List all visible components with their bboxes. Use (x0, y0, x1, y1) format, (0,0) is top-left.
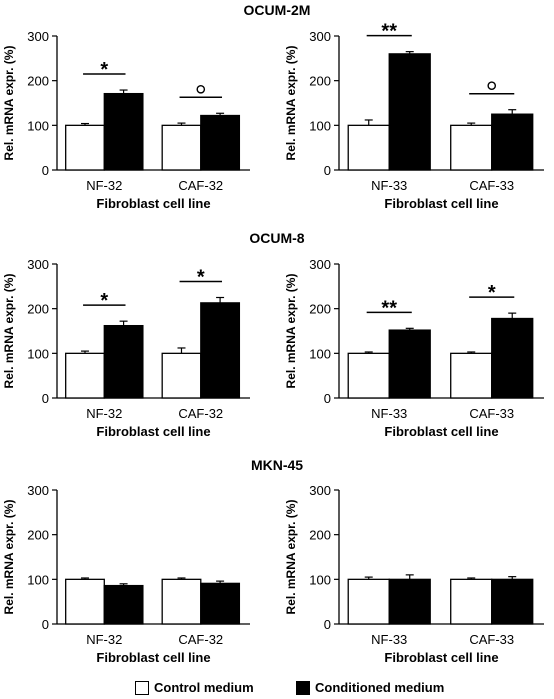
legend-swatch-conditioned (296, 680, 310, 695)
panel-5-bar-nf-32-control (65, 578, 105, 625)
panel-4-bar-nf-33-control (347, 352, 390, 399)
panel-2-bar-nf-33-conditioned (388, 53, 431, 171)
panel-1-x-tick-label-caf-32: CAF-32 (178, 178, 223, 193)
panel-6-x-tick-label-nf-33: NF-33 (371, 632, 407, 647)
panel-6-y-tick-label-300: 300 (309, 483, 331, 498)
panel-4-y-axis-label: Rel. mRNA expr. (%) (284, 274, 298, 389)
panel-2-bar-caf-33-conditioned (491, 113, 534, 171)
panel-1-y-tick-label-200: 200 (27, 74, 49, 89)
panel-2-y-axis-label: Rel. mRNA expr. (%) (284, 46, 298, 161)
panel-3-title: OCUM-8 (249, 230, 304, 246)
panel-4-x-tick-label-caf-33: CAF-33 (469, 406, 514, 421)
panel-6-y-tick-label-0: 0 (324, 617, 331, 632)
panel-1-title: OCUM-2M (244, 2, 311, 18)
panel-2-x-tick-label-nf-33: NF-33 (371, 178, 407, 193)
panel-2-x-axis-label: Fibroblast cell line (384, 196, 498, 211)
panel-6-x-axis-label: Fibroblast cell line (384, 650, 498, 665)
panel-4-y-tick-label-200: 200 (309, 302, 331, 317)
panel-3-bar-nf-32-control (65, 352, 105, 399)
panel-5-title: MKN-45 (251, 457, 303, 473)
panel-2-y-tick-label-300: 300 (309, 29, 331, 44)
panel-3-x-tick-label-caf-32: CAF-32 (178, 406, 223, 421)
panel-4-significance-marker-caf-33: * (488, 282, 496, 304)
panel-2-significance-marker-nf-33: ** (381, 21, 397, 43)
panel-5-y-tick-label-0: 0 (42, 617, 49, 632)
legend-label-conditioned: Conditioned medium (315, 680, 445, 695)
panel-6-y-tick-label-100: 100 (309, 572, 331, 587)
panel-1-y-tick-label-0: 0 (42, 163, 49, 178)
panel-3-y-tick-label-300: 300 (27, 257, 49, 272)
panel-1-bar-nf-32-conditioned (103, 92, 144, 171)
panel-6-y-axis-label: Rel. mRNA expr. (%) (284, 500, 298, 615)
panel-2-bar-nf-33-control (347, 124, 390, 171)
panel-3-y-tick-label-200: 200 (27, 302, 49, 317)
panel-4-x-tick-label-nf-33: NF-33 (371, 406, 407, 421)
panel-1-x-axis-label: Fibroblast cell line (96, 196, 210, 211)
panel-3-bar-caf-32-control (161, 352, 202, 399)
panel-3-bar-nf-32-conditioned (103, 324, 144, 399)
panel-1-y-tick-label-100: 100 (27, 118, 49, 133)
panel-5-y-tick-label-100: 100 (27, 572, 49, 587)
panel-4-bar-caf-33-control (450, 352, 493, 399)
legend-label-control: Control medium (154, 680, 254, 695)
panel-1-bar-caf-32-control (161, 124, 202, 171)
panel-5-bar-caf-32-conditioned (200, 582, 241, 625)
panel-6-x-tick-label-caf-33: CAF-33 (469, 632, 514, 647)
panel-1-significance-marker-nf-32: * (100, 59, 108, 81)
panel-3-y-axis-label: Rel. mRNA expr. (%) (2, 274, 16, 389)
panel-3-significance-marker-nf-32: * (100, 290, 108, 312)
panel-2-y-tick-label-0: 0 (324, 163, 331, 178)
panel-4-significance-marker-nf-33: ** (381, 297, 397, 319)
panel-1-x-tick-label-nf-32: NF-32 (86, 178, 122, 193)
legend: Control medium Conditioned medium (0, 677, 554, 699)
panel-2-y-tick-label-100: 100 (309, 118, 331, 133)
panel-5-bar-nf-32-conditioned (103, 584, 144, 625)
panel-3-y-tick-label-100: 100 (27, 346, 49, 361)
panel-6-bar-nf-33-control (347, 578, 390, 625)
panel-4-y-tick-label-0: 0 (324, 391, 331, 406)
panel-4-bar-nf-33-conditioned (388, 329, 431, 399)
panel-6-bar-caf-33-control (450, 578, 493, 625)
panel-4-y-tick-label-300: 300 (309, 257, 331, 272)
panel-5-y-tick-label-200: 200 (27, 528, 49, 543)
panel-2-x-tick-label-caf-33: CAF-33 (469, 178, 514, 193)
panel-2-bar-caf-33-control (450, 124, 493, 171)
panel-5-x-axis-label: Fibroblast cell line (96, 650, 210, 665)
panel-1-bar-nf-32-control (65, 124, 105, 171)
panel-5-y-tick-label-300: 300 (27, 483, 49, 498)
panel-5-x-tick-label-caf-32: CAF-32 (178, 632, 223, 647)
panel-6-y-tick-label-200: 200 (309, 528, 331, 543)
panel-6-bar-caf-33-conditioned (491, 578, 534, 625)
panel-3-bar-caf-32-conditioned (200, 302, 241, 399)
panel-3-significance-marker-caf-32: * (197, 267, 205, 289)
panel-5-x-tick-label-nf-32: NF-32 (86, 632, 122, 647)
panel-5-y-axis-label: Rel. mRNA expr. (%) (2, 500, 16, 615)
panel-5-bar-caf-32-control (161, 578, 202, 625)
panel-2-significance-marker-caf-33 (487, 81, 497, 90)
panel-2-y-tick-label-200: 200 (309, 74, 331, 89)
legend-swatch-control (135, 680, 149, 695)
legend-item-conditioned: Conditioned medium (296, 680, 444, 695)
panel-3-x-tick-label-nf-32: NF-32 (86, 406, 122, 421)
panel-1-y-tick-label-300: 300 (27, 29, 49, 44)
panel-4-x-axis-label: Fibroblast cell line (384, 424, 498, 439)
panel-1-significance-marker-caf-32 (196, 84, 206, 94)
panel-4-y-tick-label-100: 100 (309, 346, 331, 361)
panel-1-y-axis-label: Rel. mRNA expr. (%) (2, 46, 16, 161)
panel-3-y-tick-label-0: 0 (42, 391, 49, 406)
panel-4-bar-caf-33-conditioned (491, 317, 534, 399)
legend-item-control: Control medium (135, 680, 254, 695)
panel-6-bar-nf-33-conditioned (388, 578, 431, 625)
panel-1-bar-caf-32-conditioned (200, 114, 241, 171)
panel-3-x-axis-label: Fibroblast cell line (96, 424, 210, 439)
